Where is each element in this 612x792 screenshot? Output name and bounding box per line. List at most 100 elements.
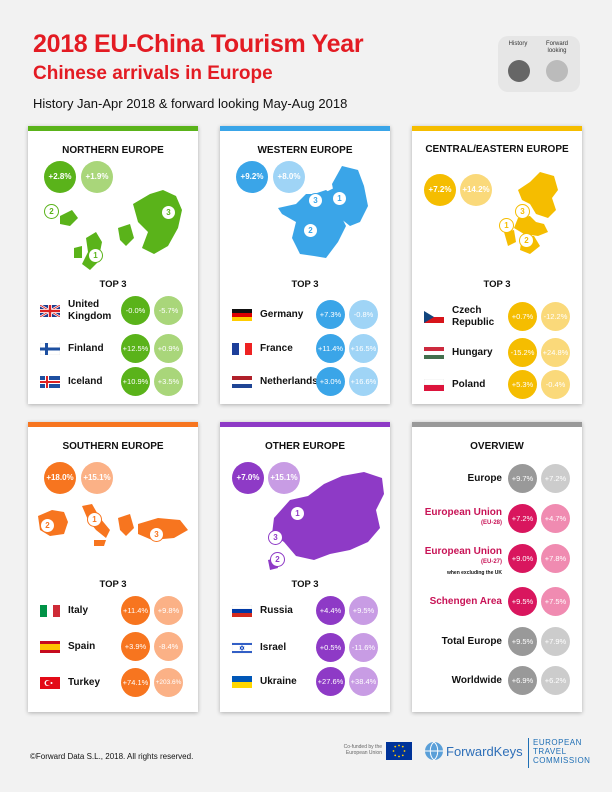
overview-name: European Union (EU-27) when excluding th… — [425, 546, 502, 579]
top3-heading: TOP 3 — [291, 579, 319, 590]
region-color-bar — [28, 422, 198, 427]
overview-row: European Union (EU-27) when excluding th… — [412, 544, 582, 576]
map-marker-1: 1 — [88, 248, 103, 263]
country-name: Poland — [452, 379, 486, 390]
history-value: +3.9% — [121, 632, 150, 661]
history-value: +27.6% — [316, 667, 345, 696]
overview-row: Worldwide +6.9% +6.2% — [412, 666, 582, 696]
region-color-bar — [412, 126, 582, 131]
forward-value: +6.2% — [541, 666, 570, 695]
southern-europe-map — [38, 504, 188, 546]
page-subtitle: Chinese arrivals in Europe — [33, 63, 273, 84]
forward-value: -8.4% — [154, 632, 183, 661]
legend-forward-dot — [546, 60, 568, 82]
region-card-southern: SOUTHERN EUROPE +18.0% +15.1% 2 1 3 TOP … — [28, 422, 198, 712]
top3-heading: TOP 3 — [99, 279, 127, 290]
overview-row: Total Europe +9.5% +7.9% — [412, 627, 582, 657]
overview-name: European Union (EU-28) — [425, 507, 502, 529]
map-marker-2: 2 — [270, 552, 285, 567]
overview-card: OVERVIEW Europe +9.7% +7.2% European Uni… — [412, 422, 582, 712]
map-marker-3: 3 — [308, 193, 323, 208]
map-marker-1: 1 — [290, 506, 305, 521]
country-name: Czech Republic — [452, 305, 495, 328]
history-value: +0.5% — [316, 633, 345, 662]
forward-value: +9.5% — [349, 596, 378, 625]
top3-heading: TOP 3 — [291, 279, 319, 290]
overview-name: Total Europe — [441, 636, 502, 647]
country-name: Finland — [68, 343, 104, 354]
etc-logo-divider — [528, 738, 529, 768]
history-value: +11.4% — [121, 596, 150, 625]
top3-row: Spain +3.9% -8.4% — [28, 632, 198, 662]
overview-row: European Union (EU-28) +7.2% +4.7% — [412, 504, 582, 534]
hungary-flag-icon — [424, 347, 444, 359]
period-text: History Jan-Apr 2018 & forward looking M… — [33, 96, 348, 111]
region-history-bubble: +7.0% — [232, 462, 264, 494]
overview-name-text: European Union — [424, 546, 502, 557]
top3-heading: TOP 3 — [483, 279, 511, 290]
overview-name: Schengen Area — [429, 596, 502, 607]
overview-row: Schengen Area +9.5% +7.5% — [412, 587, 582, 617]
country-name: Ukraine — [260, 676, 297, 687]
legend-forward-label: Forward looking — [545, 41, 568, 54]
map-marker-3: 3 — [515, 204, 530, 219]
history-value: +9.0% — [508, 544, 537, 573]
region-title: CENTRAL/EASTERN EUROPE — [425, 144, 569, 155]
cofunded-text: Co-funded by the European Union — [343, 744, 382, 756]
region-card-western: WESTERN EUROPE +9.2% +8.0% 1 3 2 TOP 3 G… — [220, 126, 390, 404]
russia-flag-icon — [232, 605, 252, 617]
map-marker-1: 1 — [87, 512, 102, 527]
country-name: Hungary — [452, 347, 493, 358]
top3-row: France +11.4% +16.5% — [220, 334, 390, 364]
country-name: Netherlands — [260, 376, 318, 387]
poland-flag-icon — [424, 379, 444, 391]
turkey-flag-icon — [40, 677, 60, 689]
map-marker-1: 1 — [499, 218, 514, 233]
forward-value: +9.8% — [154, 596, 183, 625]
map-marker-2: 2 — [519, 233, 534, 248]
overview-name-text: European Union — [424, 507, 502, 518]
netherlands-flag-icon — [232, 376, 252, 388]
region-title: NORTHERN EUROPE — [62, 145, 164, 156]
france-flag-icon — [232, 343, 252, 355]
forward-value: -12.2% — [541, 302, 570, 331]
region-history-bubble: +2.8% — [44, 161, 76, 193]
legend-history-label: History — [508, 41, 528, 47]
overview-row: Europe +9.7% +7.2% — [412, 464, 582, 494]
legend: History Forward looking — [498, 36, 580, 92]
history-value: +0.7% — [508, 302, 537, 331]
forward-value: +24.8% — [541, 338, 570, 367]
top3-row: Turkey +74.1% +203.6% — [28, 668, 198, 698]
forward-value: +7.8% — [541, 544, 570, 573]
region-color-bar — [220, 126, 390, 131]
legend-history-dot — [508, 60, 530, 82]
iceland-flag-icon — [40, 376, 60, 388]
finland-flag-icon — [40, 343, 60, 355]
map-marker-2: 2 — [44, 204, 59, 219]
region-color-bar — [220, 422, 390, 427]
country-name: Italy — [68, 605, 89, 616]
top3-row: Italy +11.4% +9.8% — [28, 596, 198, 626]
region-card-central-eastern: CENTRAL/EASTERN EUROPE +7.2% +14.2% 3 1 … — [412, 126, 582, 404]
top3-row: Germany +7.3% -0.8% — [220, 300, 390, 330]
history-value: -0.0% — [121, 296, 150, 325]
map-marker-3: 3 — [161, 205, 176, 220]
forward-value: +16.5% — [349, 334, 378, 363]
history-value: +9.7% — [508, 464, 537, 493]
history-value: +7.3% — [316, 300, 345, 329]
history-value: +5.3% — [508, 370, 537, 399]
top3-row: Israel +0.5% -11.6% — [220, 633, 390, 663]
forward-value: -11.6% — [349, 633, 378, 662]
western-europe-map — [278, 166, 368, 258]
top3-row: Netherlands +3.0% +16.6% — [220, 367, 390, 397]
copyright-text: ©Forward Data S.L., 2018. All rights res… — [30, 752, 194, 761]
country-name: Russia — [260, 605, 293, 616]
region-card-northern: NORTHERN EUROPE +2.8% +1.9% 2 3 1 TOP 3 … — [28, 126, 198, 404]
uk-flag-icon — [40, 305, 60, 317]
forwardkeys-globe-icon — [425, 741, 443, 761]
history-value: +7.2% — [508, 504, 537, 533]
history-value: +9.5% — [508, 587, 537, 616]
region-title: WESTERN EUROPE — [257, 145, 353, 156]
country-name: United Kingdom — [68, 299, 112, 322]
forward-value: +16.6% — [349, 367, 378, 396]
